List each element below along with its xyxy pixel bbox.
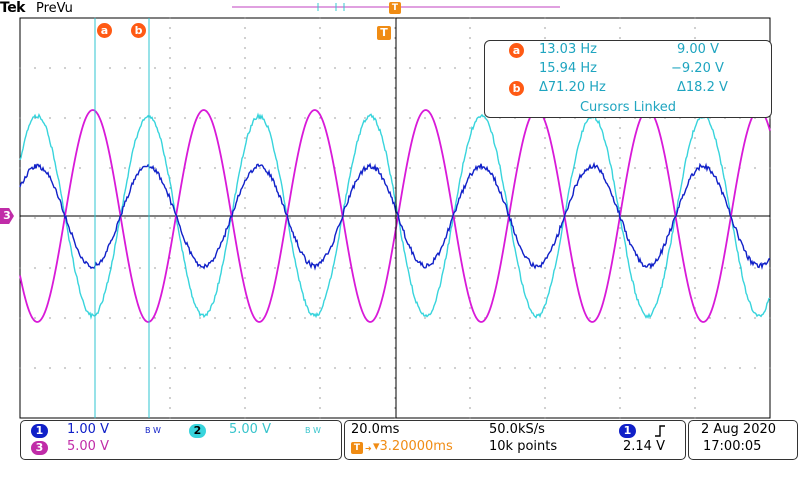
trigger-position-icon: T (351, 442, 363, 454)
trigger-source-badge[interactable]: 1 (619, 424, 636, 438)
horizontal-trigger-panel[interactable]: 20.0ms 50.0kS/s T ➜ ▾3.20000ms 10k point… (344, 420, 686, 460)
cursor-readout-panel: a 13.03 Hz 9.00 V 15.94 Hz −9.20 V b Δ71… (484, 40, 772, 118)
delta-voltage: Δ18.2 V (677, 80, 728, 95)
rising-edge-icon (653, 424, 667, 438)
ch2-badge[interactable]: 2 (189, 424, 206, 438)
trigger-marker[interactable]: T (377, 26, 391, 40)
trigger-level[interactable]: 2.14 V (623, 439, 665, 454)
cursors-linked-status: Cursors Linked (485, 100, 771, 115)
datetime-panel: 2 Aug 2020 17:00:05 (688, 420, 798, 460)
cursor-a-badge[interactable]: a (97, 23, 112, 38)
ch3-scale[interactable]: 5.00 V (67, 439, 109, 454)
channel-settings-panel[interactable]: 1 1.00 V B W 2 5.00 V B W 3 5.00 V (20, 420, 342, 460)
cursor-b-voltage: −9.20 V (671, 61, 724, 76)
ch3-badge[interactable]: 3 (31, 441, 48, 455)
record-length: 10k points (489, 439, 557, 454)
trigger-top-marker: T (389, 2, 401, 14)
timebase-scale[interactable]: 20.0ms (351, 422, 399, 437)
cursor-b-badge[interactable]: b (131, 23, 146, 38)
arrow-right-icon: ➜ (365, 444, 372, 453)
date: 2 Aug 2020 (701, 422, 776, 437)
cursor-a-icon: a (509, 43, 524, 58)
cursor-b-frequency: 15.94 Hz (539, 61, 597, 76)
cursor-b-icon: b (509, 81, 524, 96)
ch1-badge[interactable]: 1 (31, 424, 48, 438)
cursor-a-voltage: 9.00 V (677, 42, 719, 57)
trigger-position[interactable]: ▾3.20000ms (373, 439, 453, 454)
time: 17:00:05 (703, 439, 761, 454)
cursor-a-frequency: 13.03 Hz (539, 42, 597, 57)
ch1-scale[interactable]: 1.00 V (67, 422, 109, 437)
sample-rate: 50.0kS/s (489, 422, 545, 437)
ch1-bandwidth-icon: B W (145, 426, 161, 435)
ch2-scale[interactable]: 5.00 V (229, 422, 271, 437)
ch2-bandwidth-icon: B W (305, 426, 321, 435)
delta-frequency: Δ71.20 Hz (539, 80, 606, 95)
